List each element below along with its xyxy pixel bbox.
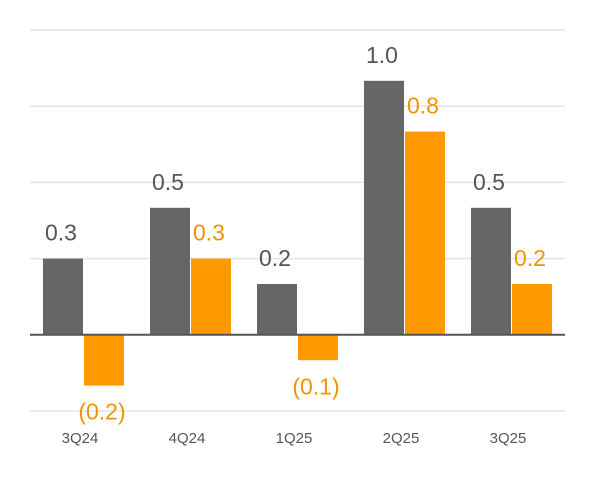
value-label: 0.3	[193, 220, 225, 246]
value-label: 0.5	[152, 169, 184, 195]
bar	[471, 207, 511, 335]
value-label: 0.5	[473, 169, 505, 195]
x-tick-label: 4Q24	[169, 430, 206, 447]
bar	[364, 80, 404, 335]
value-label: 0.8	[407, 93, 439, 119]
value-label: (0.2)	[78, 399, 125, 425]
value-label: 0.2	[514, 245, 546, 271]
x-tick-label: 1Q25	[276, 430, 313, 447]
bar	[298, 334, 338, 361]
x-tick-label: 2Q25	[383, 430, 420, 447]
bar	[257, 284, 297, 335]
bar	[405, 131, 445, 335]
value-label: 1.0	[366, 42, 398, 68]
bar	[43, 258, 83, 335]
x-tick-label: 3Q25	[490, 430, 527, 447]
bar	[150, 207, 190, 335]
value-label: (0.1)	[292, 373, 339, 399]
x-tick-label: 3Q24	[62, 430, 99, 447]
bar	[84, 334, 124, 386]
bar	[512, 284, 552, 335]
bar	[191, 258, 231, 335]
value-label: 0.3	[45, 220, 77, 246]
value-label: 0.2	[259, 245, 291, 271]
